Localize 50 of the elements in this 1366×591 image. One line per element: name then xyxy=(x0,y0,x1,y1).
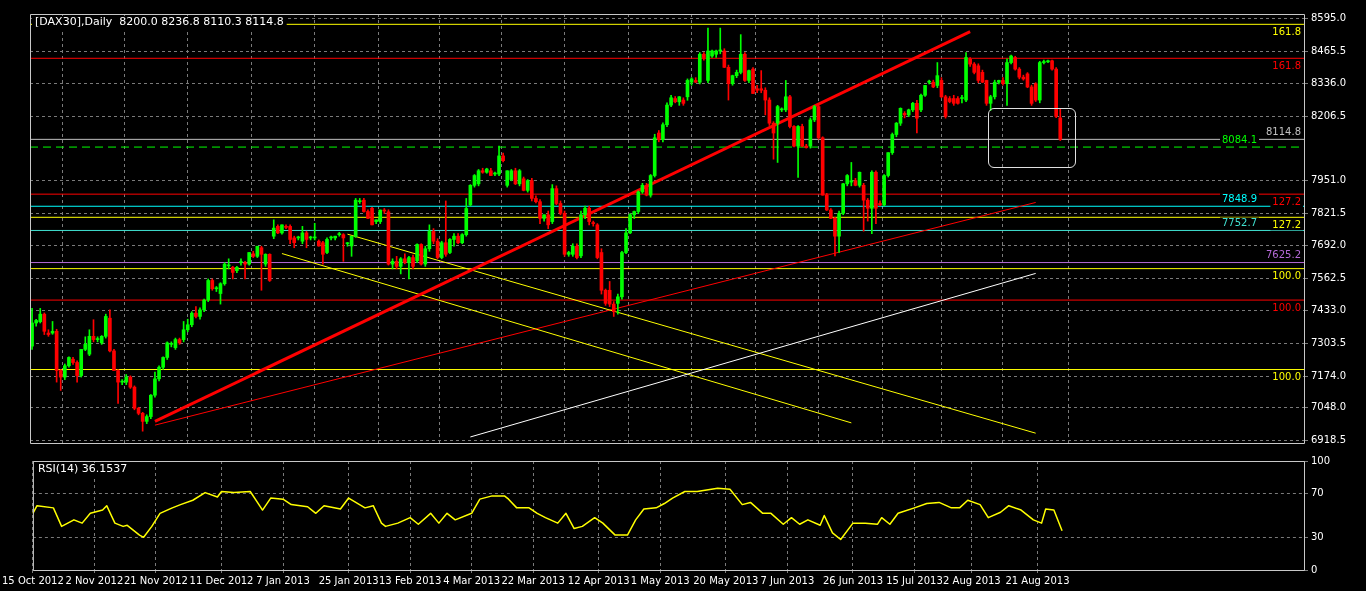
ref-line-label: 7625.2 xyxy=(1266,249,1301,261)
x-tick-label: 11 Dec 2012 xyxy=(189,574,254,586)
ref-line-label: 7848.9 xyxy=(1222,192,1257,204)
ref-line-label: 8114.8 xyxy=(1266,125,1301,137)
y-tick-label: 7303.5 xyxy=(1311,337,1346,349)
y-tick-label: 8465.5 xyxy=(1311,44,1346,56)
y-tick-label: 70 xyxy=(1311,487,1324,499)
ref-line-label: 7752.7 xyxy=(1222,217,1257,229)
y-tick-label: 0 xyxy=(1311,563,1318,575)
y-tick-label: 7174.0 xyxy=(1311,369,1346,381)
annotation: 100.0 xyxy=(1272,301,1301,313)
x-tick-label: 7 Jun 2013 xyxy=(760,574,815,586)
x-tick-label: 1 May 2013 xyxy=(630,574,690,586)
x-tick-label: 15 Oct 2012 xyxy=(2,574,64,586)
y-tick-label: 8336.0 xyxy=(1311,77,1346,89)
chart-title: RSI(14) 36.1537 xyxy=(37,462,128,476)
x-tick-label: 12 Apr 2013 xyxy=(567,574,630,586)
chart-title: [DAX30],Daily 8200.0 8236.8 8110.3 8114.8 xyxy=(35,15,284,29)
x-tick-label: 22 Mar 2013 xyxy=(501,574,565,586)
y-tick-label: 100 xyxy=(1311,454,1331,466)
y-tick-label: 30 xyxy=(1311,530,1324,542)
x-tick-label: 20 May 2013 xyxy=(693,574,759,586)
candlestick xyxy=(243,261,247,280)
y-tick-label: 7048.0 xyxy=(1311,401,1346,413)
x-tick-label: 7 Jan 2013 xyxy=(256,574,310,586)
y-tick-label: 7562.5 xyxy=(1311,271,1346,283)
x-tick-label: 21 Aug 2013 xyxy=(1005,574,1070,586)
y-tick-label: 6918.5 xyxy=(1311,433,1346,445)
y-tick-label: 8595.0 xyxy=(1311,12,1346,24)
y-tick-label: 8206.5 xyxy=(1311,109,1346,121)
y-tick-label: 7692.0 xyxy=(1311,239,1346,251)
x-tick-label: 15 Jul 2013 xyxy=(886,574,943,586)
y-tick-label: 7951.0 xyxy=(1311,174,1346,186)
x-tick-label: 26 Jun 2013 xyxy=(822,574,884,586)
x-tick-label: 4 Mar 2013 xyxy=(443,574,501,586)
annotation: 161.8 xyxy=(1272,59,1301,71)
x-tick-label: 2 Nov 2012 xyxy=(65,574,124,586)
annotation: 161.8 xyxy=(1272,25,1301,37)
annotation: 100.0 xyxy=(1272,371,1301,383)
x-tick-label: 25 Jan 2013 xyxy=(318,574,379,586)
annotation: 127.2 xyxy=(1272,218,1301,230)
x-tick-label: 21 Nov 2012 xyxy=(123,574,188,586)
x-tick-label: 13 Feb 2013 xyxy=(379,574,442,586)
annotation: 127.2 xyxy=(1272,195,1301,207)
y-tick-label: 7821.5 xyxy=(1311,206,1346,218)
candlestick xyxy=(443,200,448,257)
ref-line-label: 8084.1 xyxy=(1222,133,1257,145)
y-tick-label: 7433.0 xyxy=(1311,304,1346,316)
annotation: 100.0 xyxy=(1272,270,1301,282)
x-tick-label: 2 Aug 2013 xyxy=(943,574,1001,586)
